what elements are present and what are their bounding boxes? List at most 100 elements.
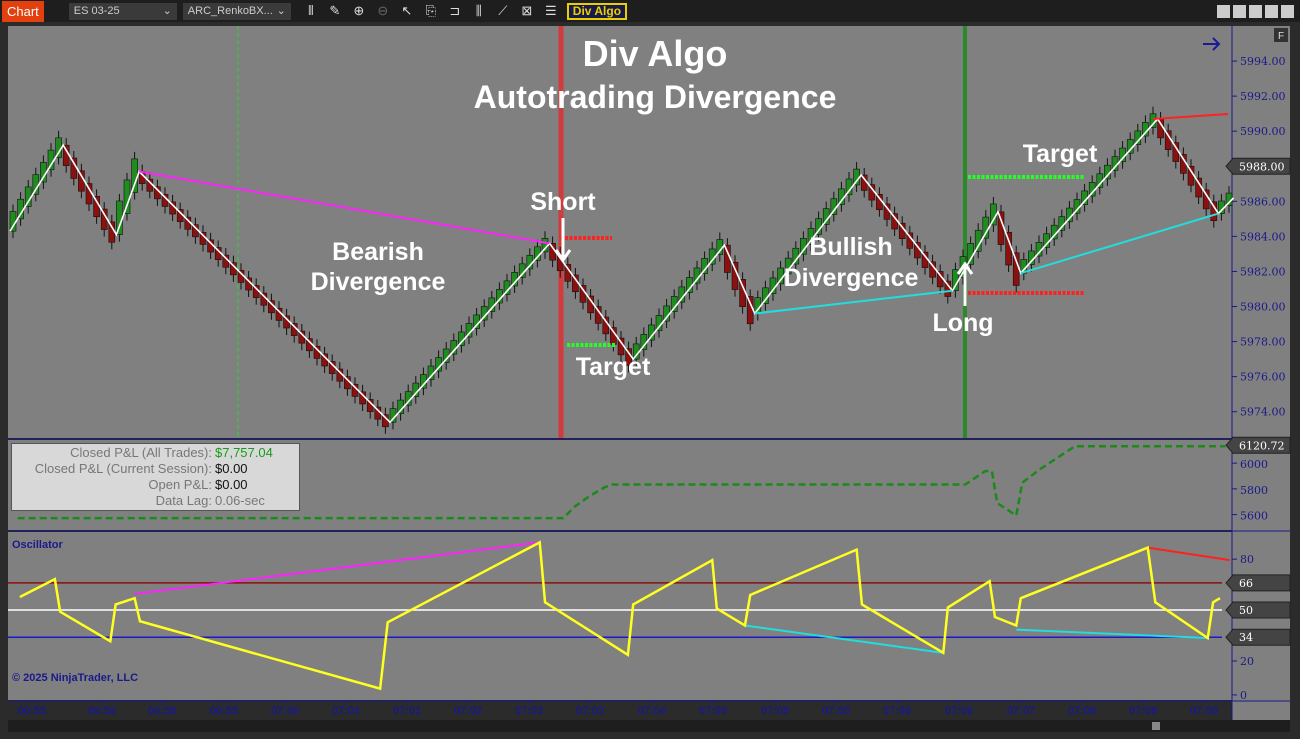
annotation-bearish2: Divergence xyxy=(311,268,446,296)
annotation-bearish1: Bearish xyxy=(332,238,424,266)
scroll-right-arrow-icon xyxy=(1203,37,1221,51)
time-tick-label: 07:04 xyxy=(638,705,667,717)
osc-bearish-divergence-line xyxy=(134,541,540,595)
chevron-down-icon: ⌄ xyxy=(162,4,172,17)
pnl-value: $0.00 xyxy=(215,461,248,476)
list-icon[interactable]: ☰ xyxy=(544,3,557,18)
minimize-button[interactable] xyxy=(1249,4,1262,18)
price-tick-label: 5978.00 xyxy=(1240,336,1286,349)
time-tick-label: 07:08 xyxy=(1068,705,1096,717)
osc-bullish-divergence-line xyxy=(1016,628,1208,640)
osc-level-tag xyxy=(1225,574,1291,592)
osc-red-line xyxy=(1147,546,1230,562)
oscillator-line xyxy=(19,540,1221,691)
pnl-row: Open P&L: $0.00 xyxy=(12,477,299,493)
data-box-icon[interactable]: ⎘ xyxy=(425,3,436,18)
indicators-icon[interactable]: ⫼ xyxy=(475,3,482,18)
current-price: 5988.00 xyxy=(1239,160,1285,173)
price-tick-label: 5976.00 xyxy=(1240,371,1286,384)
time-tick-label: 06:58 xyxy=(148,705,176,717)
strategies-icon[interactable]: ⟋ xyxy=(498,3,508,18)
instrument-select[interactable]: ES 03-25 ⌄ xyxy=(68,2,177,20)
tile-button[interactable] xyxy=(1233,4,1246,18)
toolbar: Chart ES 03-25 ⌄ ARC_RenkoBX... ⌄ ⫴ ✎ ⊕ ⊖ ↖ ⎘ ⊐ ⫼… xyxy=(0,0,1300,22)
price-tick-label: 5992.00 xyxy=(1240,90,1286,103)
candle-down xyxy=(746,296,754,325)
annotation-long: Long xyxy=(932,309,993,337)
panel-bg xyxy=(8,532,1232,700)
candle-down xyxy=(997,211,1005,245)
osc-level: 50 xyxy=(1239,604,1253,617)
time-tick-label: 06:56 xyxy=(88,705,116,717)
candle-down xyxy=(731,261,739,290)
bar-type-value: ARC_RenkoBX... xyxy=(187,4,273,17)
flag-label: F xyxy=(1278,31,1284,42)
equity-current-tag xyxy=(1225,436,1291,454)
flag-button xyxy=(1274,28,1288,42)
pnl-value: 0.06-sec xyxy=(215,493,265,508)
instrument-value: ES 03-25 xyxy=(73,4,120,17)
equity-line xyxy=(17,445,1226,520)
price-tick-label: 5986.00 xyxy=(1240,195,1286,208)
title-line1: Div Algo xyxy=(583,33,728,74)
copyright: © 2025 NinjaTrader, LLC xyxy=(12,672,138,684)
annotation-bullish2: Divergence xyxy=(784,264,919,292)
price-tick-label: 5980.00 xyxy=(1240,301,1286,314)
time-tick-label: 06:59 xyxy=(210,705,238,717)
time-tick-label: 07:05 xyxy=(699,705,727,717)
pnl-row: Data Lag: 0.06-sec xyxy=(12,493,299,509)
price-tick-label: 5982.00 xyxy=(1240,265,1286,278)
div-algo-button[interactable]: Div Algo xyxy=(566,2,628,20)
osc-bullish-divergence-line xyxy=(744,624,944,654)
maximize-button[interactable] xyxy=(1265,4,1278,18)
oscillator-label: Oscillator xyxy=(12,539,63,551)
bar-type-select[interactable]: ARC_RenkoBX... ⌄ xyxy=(182,2,291,20)
bar-style-icon[interactable]: ⫴ xyxy=(308,3,314,18)
pnl-label: Closed P&L (All Trades): xyxy=(70,445,212,460)
osc-level: 66 xyxy=(1239,577,1253,590)
pnl-tick-label: 5800 xyxy=(1240,484,1268,497)
chart-tab[interactable]: Chart xyxy=(2,0,44,22)
time-tick-label: 07:01 xyxy=(393,705,421,717)
bullish-divergence-line xyxy=(754,289,953,315)
pointer-icon[interactable]: ↖ xyxy=(401,3,413,18)
time-tick-label: 07:07 xyxy=(1007,705,1035,717)
candle-down xyxy=(739,279,746,307)
time-tick-label: 07:03 xyxy=(576,705,604,717)
pnl-label: Open P&L: xyxy=(148,477,212,492)
time-tick-label: 07:03 xyxy=(515,705,543,717)
time-tick-label: 06:55 xyxy=(18,705,46,717)
pnl-tick-label: 6000 xyxy=(1240,458,1268,471)
price-tick-label: 5974.00 xyxy=(1240,406,1286,419)
long-arrow-icon xyxy=(956,261,974,306)
resistance-line xyxy=(1152,113,1229,120)
zoom-out-icon[interactable]: ⊖ xyxy=(377,3,389,18)
osc-tick-label: 20 xyxy=(1240,655,1254,668)
price-tick-label: 5990.00 xyxy=(1240,125,1286,138)
candle-down xyxy=(724,244,731,273)
price-tick-label: 5984.00 xyxy=(1240,230,1286,243)
candle-up xyxy=(116,200,123,235)
restore-button[interactable] xyxy=(1217,4,1230,18)
candle-down xyxy=(1005,231,1012,266)
annotation-bullish1: Bullish xyxy=(809,233,892,261)
properties-icon[interactable]: ⊐ xyxy=(449,3,461,18)
current-price-tag xyxy=(1225,157,1291,175)
equity-current: 6120.72 xyxy=(1239,439,1285,452)
draw-icon[interactable]: ✎ xyxy=(329,3,341,18)
pnl-label: Data Lag: xyxy=(155,493,212,508)
zigzag-line xyxy=(9,117,1235,424)
time-tick-label: 07:08 xyxy=(1129,705,1157,717)
time-tick-label: 07:06 xyxy=(945,705,973,717)
price-tick-label: 5994.00 xyxy=(1240,55,1286,68)
templates-icon[interactable]: ⊠ xyxy=(521,3,533,18)
candle-up xyxy=(123,179,131,214)
horizontal-scrollbar[interactable] xyxy=(8,720,1290,732)
title-line2: Autotrading Divergence xyxy=(474,79,837,115)
scrollbar-thumb[interactable] xyxy=(1152,722,1160,730)
close-button[interactable] xyxy=(1281,4,1294,18)
zoom-in-icon[interactable]: ⊕ xyxy=(353,3,365,18)
short-arrow-icon xyxy=(554,218,572,263)
osc-tick-label: 0 xyxy=(1240,689,1247,702)
